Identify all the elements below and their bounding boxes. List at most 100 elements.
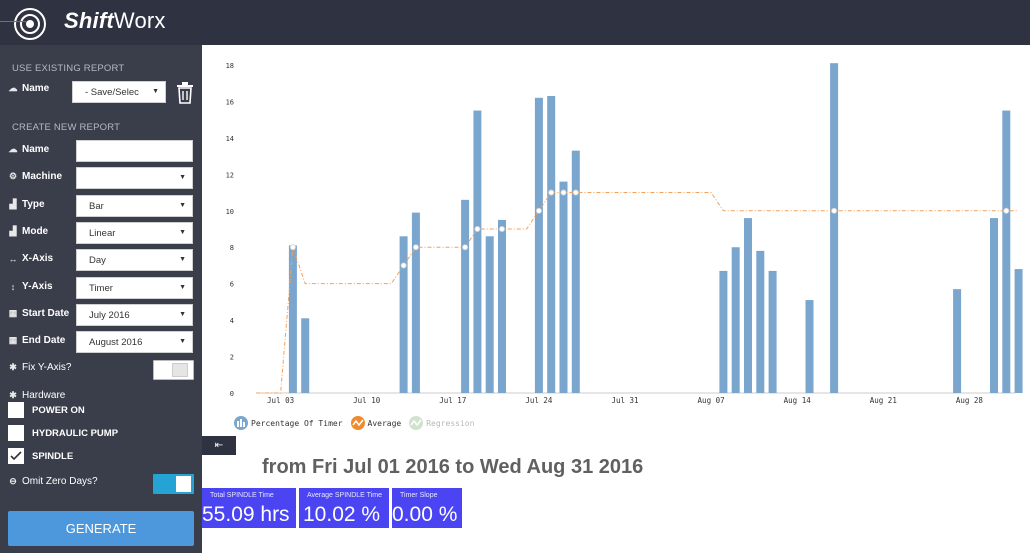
field-label-end-date: ▦ End Date — [8, 335, 66, 346]
bar — [547, 95, 556, 393]
trash-icon[interactable] — [176, 82, 194, 104]
power-on-label: POWER ON — [32, 405, 85, 416]
stat-label: Timer Slope — [400, 492, 438, 499]
chevron-down-icon: ▼ — [179, 174, 186, 181]
field-label-text: Start Date — [22, 308, 70, 319]
horizontal-arrows-icon: ↔ — [8, 253, 18, 264]
bar — [485, 236, 494, 393]
bar — [534, 97, 543, 394]
date-range-title: from Fri Jul 01 2016 to Wed Aug 31 2016 — [262, 456, 644, 478]
y-tick-label: 18 — [226, 62, 234, 70]
select-machine[interactable]: ▼ — [76, 167, 193, 189]
bar — [731, 247, 740, 393]
stat-label: Total SPINDLE Time — [210, 492, 274, 499]
cloud-icon: ☁ — [8, 83, 18, 93]
field-value: Timer — [89, 283, 113, 294]
select-mode[interactable]: Linear ▼ — [76, 222, 193, 244]
y-tick-label: 4 — [230, 317, 234, 325]
hydraulic-pump-checkbox[interactable] — [8, 425, 24, 441]
field-label-type: ▟ Type — [8, 199, 45, 210]
field-label-machine: ⚙ Machine — [8, 171, 62, 182]
legend-label-regression: Regression — [426, 418, 475, 428]
stat-value: 55.09 hrs — [202, 503, 290, 526]
field-label-mode: ▟ Mode — [8, 226, 49, 237]
bar — [1002, 110, 1011, 394]
cloud-icon: ☁ — [8, 144, 18, 154]
brand-name-bold: Shift — [64, 8, 114, 33]
select-y-axis[interactable]: Timer ▼ — [76, 277, 193, 299]
field-label-text: Name — [22, 144, 50, 155]
existing-report-title: USE EXISTING REPORT — [12, 63, 125, 74]
field-label-text: Machine — [22, 171, 63, 182]
spindle-checkbox[interactable] — [8, 448, 24, 464]
field-label-text: End Date — [22, 335, 66, 346]
sidebar: USE EXISTING REPORT ☁ Name - Save/Selec … — [0, 45, 202, 553]
fix-y-axis-toggle[interactable] — [153, 360, 194, 380]
legend-item-regression[interactable]: Regression — [409, 416, 474, 430]
collapse-sidebar-button[interactable]: ⇤ — [202, 436, 236, 455]
y-tick-label: 16 — [226, 98, 234, 106]
field-value: July 2016 — [89, 310, 130, 321]
bar — [399, 236, 408, 393]
bar — [990, 218, 998, 393]
stat-timer-slope: Timer Slope 0.00 % — [392, 488, 462, 528]
field-label-y-axis: ↕ Y-Axis — [8, 281, 53, 292]
y-tick-label: 12 — [226, 171, 234, 179]
select-x-axis[interactable]: Day ▼ — [76, 249, 193, 271]
timer-chart: 0 2 4 6 8 10 12 14 16 18 Jul 03 Jul 10 Jul 17 Jul 24 J… — [226, 62, 1023, 405]
x-tick-label: Aug 28 — [956, 396, 984, 405]
fix-y-axis-label-text: Fix Y-Axis? — [22, 362, 72, 373]
x-tick-label: Aug 21 — [870, 396, 897, 405]
calendar-icon: ▦ — [8, 308, 18, 318]
chevron-down-icon: ▼ — [179, 338, 186, 345]
y-tick-label: 0 — [230, 390, 234, 398]
y-tick-label: 2 — [230, 354, 234, 362]
bar — [768, 270, 777, 393]
omit-zero-days-toggle[interactable] — [153, 474, 194, 494]
field-label-text: X-Axis — [22, 253, 54, 264]
legend-item-average[interactable]: Average — [350, 416, 401, 430]
field-value: Linear — [89, 228, 116, 239]
average-point — [1003, 207, 1010, 214]
brand-name-thin: Worx — [113, 8, 166, 33]
legend-label-percentage: Percentage Of Timer — [251, 418, 343, 428]
average-point — [535, 207, 542, 214]
input-name[interactable] — [76, 140, 193, 162]
bar — [411, 212, 420, 393]
cogs-icon: ⚙ — [8, 171, 18, 181]
field-label-x-axis: ↔ X-Axis — [8, 253, 54, 264]
average-line — [256, 192, 1019, 394]
field-label-text: Y-Axis — [22, 281, 53, 292]
gear-icon: ✱ — [9, 390, 17, 400]
bar — [288, 245, 297, 393]
field-label-name: ☁ Name — [8, 144, 50, 155]
bar — [571, 150, 580, 393]
generate-button[interactable]: GENERATE — [8, 511, 194, 546]
toggle-knob — [176, 476, 191, 492]
bar — [830, 63, 839, 393]
stat-value: 10.02 % — [303, 503, 381, 526]
saved-report-select[interactable]: - Save/Selec ▼ — [72, 81, 166, 103]
bar — [559, 181, 568, 393]
field-label-start-date: ▦ Start Date — [8, 308, 70, 319]
area-chart-icon: ▟ — [9, 199, 17, 209]
bar — [461, 199, 470, 393]
y-tick-label: 6 — [230, 281, 234, 289]
x-tick-label: Jul 24 — [525, 396, 553, 405]
spindle-label: SPINDLE — [32, 451, 74, 462]
brand-name[interactable]: ShiftWorx — [64, 8, 166, 34]
hardware-label: ✱ Hardware — [8, 390, 65, 401]
legend-item-percentage[interactable]: Percentage Of Timer — [234, 416, 343, 430]
power-on-checkbox[interactable] — [8, 402, 24, 418]
bar — [1014, 269, 1023, 393]
stat-average-time: Average SPINDLE Time 10.02 % — [299, 488, 389, 528]
average-point — [560, 189, 567, 196]
select-end-date[interactable]: August 2016 ▼ — [76, 331, 193, 353]
average-point — [548, 189, 555, 196]
area-chart-icon: ▟ — [9, 226, 17, 236]
hardware-label-text: Hardware — [22, 390, 66, 401]
chevron-down-icon: ▼ — [152, 88, 159, 95]
select-type[interactable]: Bar ▼ — [76, 195, 193, 217]
select-start-date[interactable]: July 2016 ▼ — [76, 304, 193, 326]
